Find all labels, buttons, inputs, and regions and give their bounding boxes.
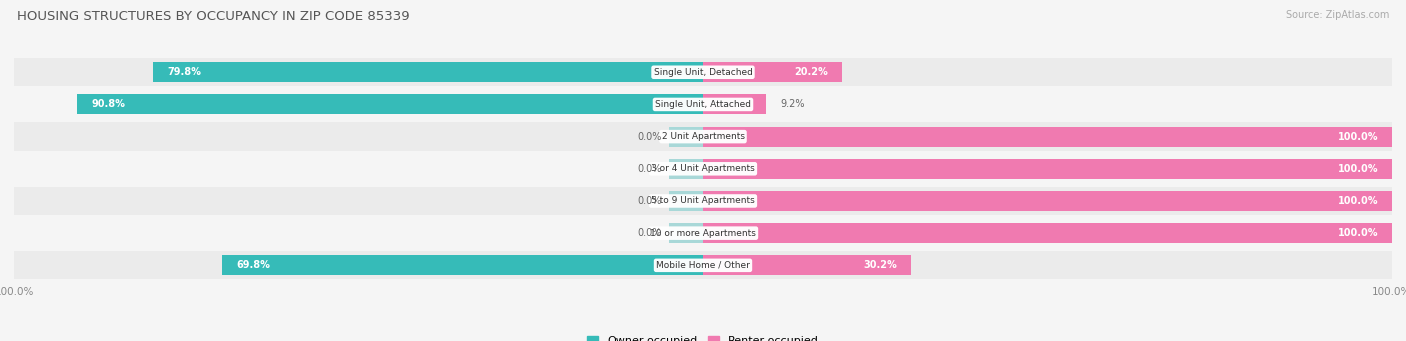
Text: 0.0%: 0.0%: [637, 164, 662, 174]
Bar: [703, 94, 766, 115]
Bar: [77, 94, 703, 115]
Bar: [703, 191, 1392, 211]
Bar: [703, 223, 1392, 243]
Text: 10 or more Apartments: 10 or more Apartments: [650, 229, 756, 238]
Bar: [14, 219, 1392, 247]
Text: 100.0%: 100.0%: [1337, 132, 1378, 142]
Text: Single Unit, Attached: Single Unit, Attached: [655, 100, 751, 109]
Text: 30.2%: 30.2%: [863, 260, 897, 270]
Bar: [703, 159, 1392, 179]
Text: 69.8%: 69.8%: [236, 260, 270, 270]
Bar: [14, 187, 1392, 215]
Bar: [14, 154, 1392, 183]
Bar: [669, 191, 703, 211]
Bar: [669, 223, 703, 243]
Text: 100.0%: 100.0%: [1337, 164, 1378, 174]
Bar: [703, 62, 842, 82]
Bar: [222, 255, 703, 275]
Bar: [14, 251, 1392, 280]
Text: 9.2%: 9.2%: [780, 100, 804, 109]
Text: 79.8%: 79.8%: [167, 67, 201, 77]
Text: 90.8%: 90.8%: [91, 100, 125, 109]
Text: 0.0%: 0.0%: [637, 228, 662, 238]
Text: 100.0%: 100.0%: [1337, 196, 1378, 206]
Text: 100.0%: 100.0%: [1337, 228, 1378, 238]
Text: 2 Unit Apartments: 2 Unit Apartments: [661, 132, 745, 141]
Legend: Owner-occupied, Renter-occupied: Owner-occupied, Renter-occupied: [582, 331, 824, 341]
Bar: [14, 58, 1392, 86]
Text: 3 or 4 Unit Apartments: 3 or 4 Unit Apartments: [651, 164, 755, 173]
Text: HOUSING STRUCTURES BY OCCUPANCY IN ZIP CODE 85339: HOUSING STRUCTURES BY OCCUPANCY IN ZIP C…: [17, 10, 409, 23]
Bar: [669, 159, 703, 179]
Text: Source: ZipAtlas.com: Source: ZipAtlas.com: [1285, 10, 1389, 20]
Text: 0.0%: 0.0%: [637, 132, 662, 142]
Text: Mobile Home / Other: Mobile Home / Other: [657, 261, 749, 270]
Bar: [703, 127, 1392, 147]
Text: 0.0%: 0.0%: [637, 196, 662, 206]
Text: Single Unit, Detached: Single Unit, Detached: [654, 68, 752, 77]
Text: 20.2%: 20.2%: [794, 67, 828, 77]
Bar: [153, 62, 703, 82]
Bar: [703, 255, 911, 275]
Bar: [669, 127, 703, 147]
Bar: [14, 90, 1392, 119]
Text: 5 to 9 Unit Apartments: 5 to 9 Unit Apartments: [651, 196, 755, 206]
Bar: [14, 122, 1392, 151]
